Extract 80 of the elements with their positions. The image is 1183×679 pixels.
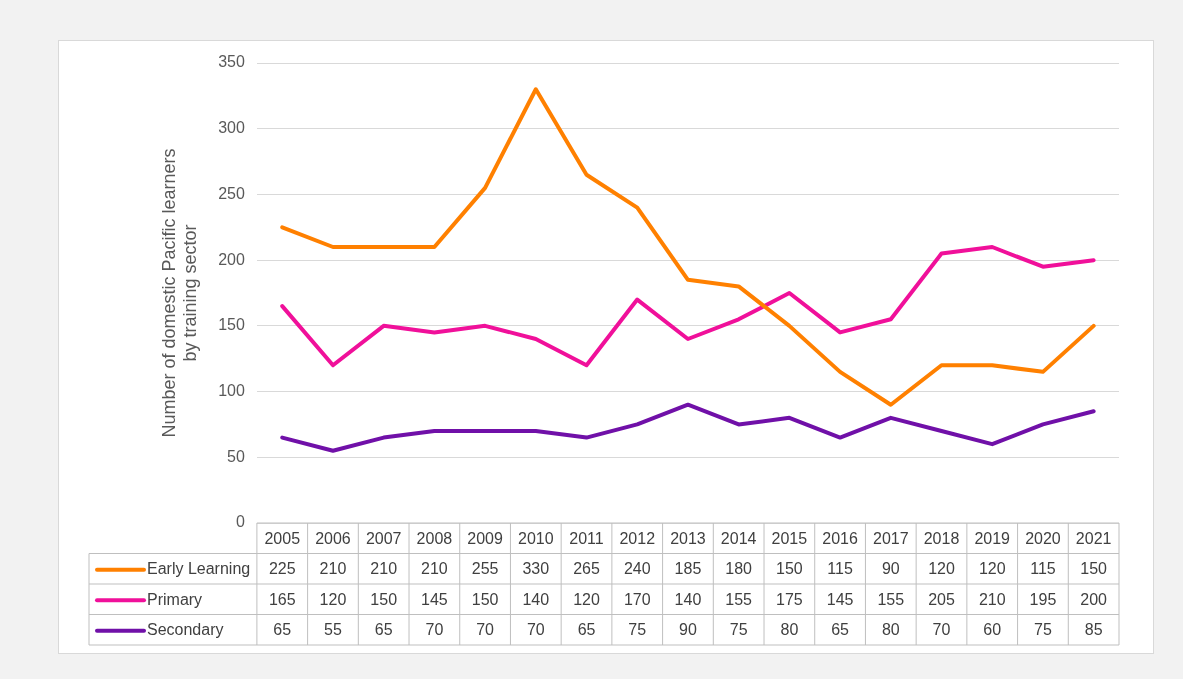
data-label: 145 [421,590,448,608]
data-label: 175 [776,590,803,608]
x-tick-label: 2021 [1075,529,1112,547]
data-label: 140 [674,590,702,608]
legend-label: Early Learning [147,560,251,578]
x-tick-label: 2020 [1025,529,1061,547]
x-tick-label: 2011 [569,529,604,547]
x-tick-label: 2006 [315,529,351,547]
data-label: 120 [573,590,600,608]
data-label: 80 [780,621,799,639]
y-tick-label: 350 [218,53,245,71]
data-label: 200 [1080,590,1108,608]
y-tick-label: 250 [218,184,245,202]
data-label: 225 [268,560,296,578]
data-label: 85 [1084,621,1103,639]
data-label: 150 [370,590,398,608]
data-label: 70 [932,621,951,639]
y-axis-title: Number of domestic Pacific learners by training sector [158,148,201,438]
x-tick-label: 2017 [873,529,909,547]
data-label: 65 [374,621,393,639]
data-label: 70 [526,621,545,639]
data-label: 150 [776,560,803,578]
data-label: 55 [324,621,342,639]
data-label: 90 [881,560,900,578]
data-label: 180 [725,560,753,578]
x-tick-label: 2010 [518,529,554,547]
data-label: 195 [1029,590,1057,608]
data-label: 75 [1034,621,1052,639]
data-label: 265 [573,560,600,578]
x-tick-label: 2015 [771,529,808,547]
data-label: 65 [273,621,292,639]
legend-label: Primary [147,590,203,608]
data-label: 120 [978,560,1006,578]
data-label: 205 [928,590,955,608]
data-label: 165 [268,590,296,608]
x-tick-label: 2013 [670,529,706,547]
data-label: 60 [983,621,1002,639]
data-label: 80 [881,621,900,639]
data-label: 150 [471,590,499,608]
data-label: 155 [725,590,753,608]
y-tick-label: 150 [218,316,245,334]
x-tick-label: 2018 [923,529,960,547]
data-label: 330 [522,560,550,578]
data-label: 240 [623,560,651,578]
data-label: 155 [877,590,905,608]
y-tick-label: 200 [218,250,245,268]
data-label: 140 [522,590,550,608]
data-label: 120 [319,590,347,608]
data-label: 145 [826,590,854,608]
data-label: 120 [928,560,955,578]
y-tick-label: 50 [227,447,245,465]
data-label: 255 [471,560,499,578]
data-label: 210 [421,560,448,578]
x-tick-label: 2016 [822,529,858,547]
data-label: 115 [827,560,853,578]
data-label: 70 [425,621,444,639]
x-tick-label: 2019 [974,529,1011,547]
data-label: 75 [628,621,647,639]
data-label: 75 [729,621,748,639]
x-tick-label: 2012 [619,529,656,547]
data-label: 170 [623,590,651,608]
data-label: 185 [674,560,702,578]
data-label: 65 [831,621,850,639]
data-label: 115 [1030,560,1056,578]
data-label: 70 [476,621,495,639]
legend-label: Secondary [147,621,224,639]
data-label: 65 [577,621,596,639]
data-label: 210 [370,560,398,578]
data-label: 150 [1080,560,1108,578]
y-tick-label: 100 [218,381,245,399]
x-tick-label: 2014 [720,529,757,547]
y-tick-label: 300 [218,119,245,137]
data-label: 90 [679,621,697,639]
x-tick-label: 2009 [467,529,503,547]
y-tick-label: 0 [235,513,245,531]
x-tick-label: 2007 [365,529,402,547]
data-label: 210 [319,560,347,578]
x-tick-label: 2008 [416,529,453,547]
x-tick-label: 2005 [264,529,301,547]
data-label: 210 [978,590,1006,608]
